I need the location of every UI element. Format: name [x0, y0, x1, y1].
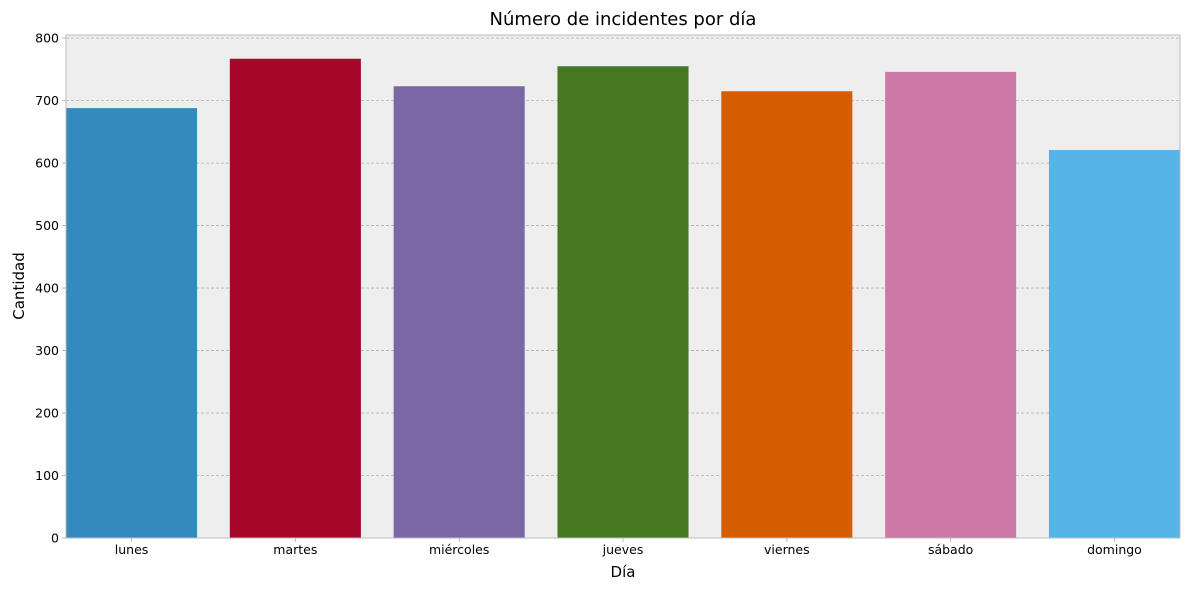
bar-5	[885, 71, 1017, 538]
x-tick-label: jueves	[602, 542, 644, 557]
bar-0	[66, 108, 198, 538]
y-tick-label: 600	[35, 156, 59, 171]
y-tick-label: 700	[35, 93, 59, 108]
y-tick-label: 300	[35, 343, 59, 358]
y-axis: 0 100 200 300 400 500 600 700 800	[35, 31, 66, 546]
y-tick-label: 0	[51, 531, 59, 546]
y-tick-label: 100	[35, 468, 59, 483]
y-axis-label: Cantidad	[10, 252, 28, 319]
x-tick-label: viernes	[764, 542, 810, 557]
x-tick-label: miércoles	[429, 542, 489, 557]
bar-3	[557, 66, 689, 538]
x-axis-label: Día	[611, 563, 636, 581]
x-axis: lunes martes miércoles jueves viernes sábado d…	[115, 538, 1142, 557]
y-tick-label: 200	[35, 406, 59, 421]
bars	[66, 58, 1180, 538]
x-tick-label: domingo	[1087, 542, 1142, 557]
x-tick-label: lunes	[115, 542, 149, 557]
x-tick-label: martes	[273, 542, 317, 557]
bar-4	[721, 91, 853, 538]
x-tick-label: sábado	[928, 542, 973, 557]
bar-2	[393, 86, 525, 538]
y-tick-label: 500	[35, 218, 59, 233]
y-tick-label: 400	[35, 281, 59, 296]
y-tick-label: 800	[35, 31, 59, 46]
chart-title: Número de incidentes por día	[490, 9, 757, 30]
bar-1	[229, 58, 361, 538]
bar-6	[1048, 149, 1180, 538]
